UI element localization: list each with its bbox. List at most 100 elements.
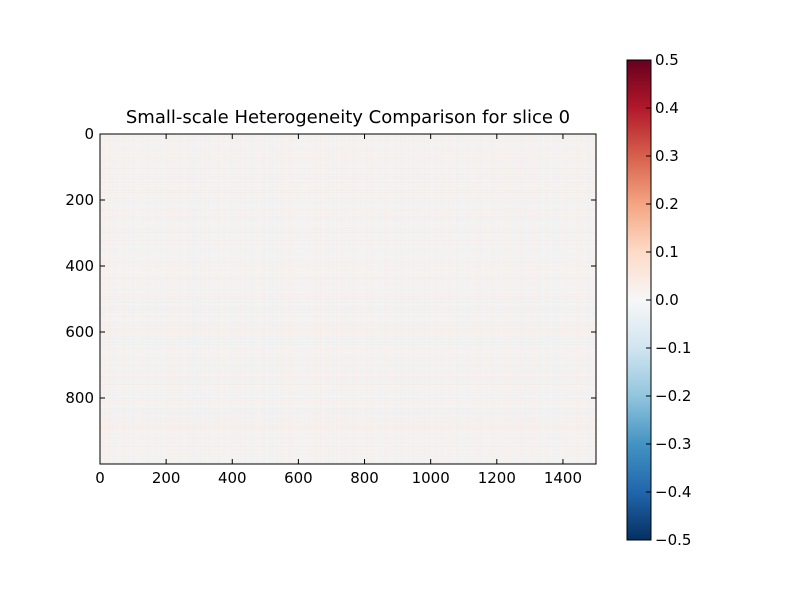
heatmap-row-band xyxy=(100,322,596,323)
heatmap-column-band xyxy=(392,134,393,464)
heatmap-column-band xyxy=(324,134,325,464)
heatmap-column-band xyxy=(436,134,437,464)
heatmap-row-band xyxy=(100,366,596,367)
plot-frame xyxy=(99,133,597,465)
heatmap-column-band xyxy=(480,134,481,464)
heatmap-row-band xyxy=(100,330,596,331)
heatmap-column-band xyxy=(450,134,451,464)
colorbar-tick-label: 0.2 xyxy=(655,195,679,213)
heatmap-row-band xyxy=(100,324,596,325)
heatmap-column-band xyxy=(522,134,523,464)
heatmap-column-band xyxy=(272,134,273,464)
colorbar-tick-label: 0.3 xyxy=(655,147,679,165)
heatmap-column-band xyxy=(536,134,537,464)
heatmap-row-band xyxy=(100,376,596,377)
heatmap-column-band xyxy=(234,134,235,464)
heatmap-column-band xyxy=(350,134,351,464)
heatmap-column-band xyxy=(224,134,225,464)
heatmap-column-band xyxy=(482,134,483,464)
heatmap-column-band xyxy=(328,134,329,464)
heatmap-column-band xyxy=(222,134,223,464)
y-tick-label: 200 xyxy=(65,191,94,209)
x-tick-label: 1000 xyxy=(412,469,450,487)
heatmap-column-band xyxy=(310,134,311,464)
heatmap-row-band xyxy=(100,174,596,175)
colorbar-axis: 0.5 0.4 0.3 0.2 0.1 0.0 −0.1 −0.2 −0.3 −0.4 −0.5 xyxy=(646,51,691,549)
heatmap-row-band xyxy=(100,364,596,365)
heatmap-column-band xyxy=(120,134,121,464)
heatmap-row-band xyxy=(100,136,596,137)
heatmap-column-band xyxy=(532,134,533,464)
heatmap-column-band xyxy=(432,134,433,464)
heatmap-column-band xyxy=(258,134,259,464)
heatmap-column-band xyxy=(560,134,561,464)
heatmap-column-band xyxy=(148,134,149,464)
heatmap-column-band xyxy=(250,134,251,464)
heatmap-column-band xyxy=(446,134,447,464)
x-tick-label: 400 xyxy=(218,469,247,487)
heatmap-row-texture xyxy=(100,134,596,447)
heatmap-column-band xyxy=(232,134,233,464)
heatmap-row-band xyxy=(100,232,596,233)
heatmap-column-band xyxy=(186,134,187,464)
heatmap-row-band xyxy=(100,296,596,297)
x-axis: 0 200 400 600 800 1000 1200 1400 xyxy=(95,134,582,487)
heatmap-column-band xyxy=(510,134,511,464)
heatmap-column-band xyxy=(440,134,441,464)
heatmap-column-band xyxy=(182,134,183,464)
heatmap-column-band xyxy=(314,134,315,464)
heatmap-column-band xyxy=(590,134,591,464)
heatmap-column-band xyxy=(262,134,263,464)
heatmap-column-band xyxy=(152,134,153,464)
heatmap-column-band xyxy=(562,134,563,464)
heatmap-column-band xyxy=(424,134,425,464)
heatmap-column-band xyxy=(106,134,107,464)
heatmap-column-band xyxy=(404,134,405,464)
heatmap-row-band xyxy=(100,306,596,307)
heatmap-column-band xyxy=(282,134,283,464)
heatmap-column-band xyxy=(402,134,403,464)
heatmap-column-band xyxy=(194,134,195,464)
heatmap-column-band xyxy=(592,134,593,464)
heatmap-column-band xyxy=(576,134,577,464)
heatmap-column-band xyxy=(154,134,155,464)
heatmap-column-band xyxy=(550,134,551,464)
heatmap-column-band xyxy=(518,134,519,464)
heatmap-column-band xyxy=(174,134,175,464)
heatmap-column-band xyxy=(226,134,227,464)
heatmap-column-band xyxy=(178,134,179,464)
heatmap-column-band xyxy=(278,134,279,464)
heatmap-column-band xyxy=(410,134,411,464)
heatmap-column-band xyxy=(246,134,247,464)
heatmap-row-band xyxy=(100,446,596,447)
heatmap-column-band xyxy=(318,134,319,464)
heatmap-column-band xyxy=(260,134,261,464)
heatmap-column-band xyxy=(396,134,397,464)
colorbar-tick-label: −0.2 xyxy=(655,387,691,405)
heatmap-column-band xyxy=(588,134,589,464)
heatmap-row-band xyxy=(100,178,596,179)
heatmap-column-band xyxy=(138,134,139,464)
heatmap-column-band xyxy=(170,134,171,464)
heatmap-column-band xyxy=(544,134,545,464)
colorbar-tick-label: −0.1 xyxy=(655,339,691,357)
heatmap-column-band xyxy=(476,134,477,464)
heatmap-row-band xyxy=(100,190,596,191)
heatmap-column-band xyxy=(286,134,287,464)
heatmap-row-band xyxy=(100,414,596,415)
heatmap-column-band xyxy=(594,134,595,464)
heatmap-column-band xyxy=(176,134,177,464)
heatmap-column-band xyxy=(180,134,181,464)
heatmap-base xyxy=(100,134,596,464)
heatmap-column-band xyxy=(504,134,505,464)
heatmap-column-band xyxy=(198,134,199,464)
heatmap-column-band xyxy=(266,134,267,464)
heatmap-column-band xyxy=(316,134,317,464)
heatmap-column-band xyxy=(248,134,249,464)
heatmap-column-band xyxy=(312,134,313,464)
heatmap-column-band xyxy=(548,134,549,464)
heatmap-row-band xyxy=(100,398,596,399)
heatmap-column-band xyxy=(294,134,295,464)
heatmap-column-band xyxy=(112,134,113,464)
heatmap-column-band xyxy=(388,134,389,464)
